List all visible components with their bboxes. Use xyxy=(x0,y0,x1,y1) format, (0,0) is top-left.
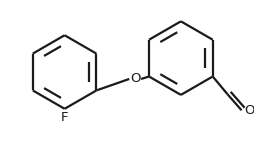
Text: O: O xyxy=(129,73,140,85)
Text: F: F xyxy=(61,111,68,124)
Text: O: O xyxy=(243,104,254,117)
